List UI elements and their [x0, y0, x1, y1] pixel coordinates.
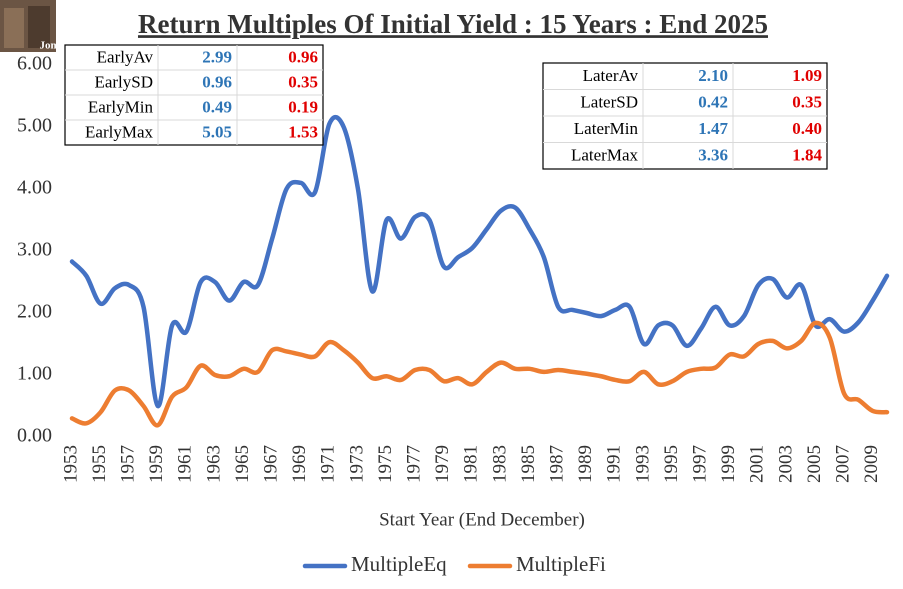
table-value: 0.35 — [288, 72, 318, 91]
x-tick-label: 1973 — [346, 445, 367, 483]
x-tick-label: 1995 — [661, 445, 682, 483]
table-value: 0.42 — [698, 93, 728, 112]
table-value: 5.05 — [202, 122, 232, 141]
x-tick-label: 1987 — [546, 445, 567, 483]
x-tick-label: 1975 — [375, 445, 396, 483]
y-tick-label: 5.00 — [17, 115, 52, 137]
y-tick-label: 6.00 — [17, 53, 52, 75]
table-value: 1.47 — [698, 119, 728, 138]
stats-table: EarlyAv 2.99 0.96 EarlySD 0.96 0.35 EarlyMin 0.… — [64, 44, 324, 146]
x-tick-label: 1969 — [289, 445, 310, 483]
x-tick-label: 1991 — [604, 445, 625, 483]
line-series — [69, 115, 890, 409]
x-tick-label: 1963 — [203, 445, 224, 483]
x-tick-label: 1997 — [689, 445, 710, 483]
y-tick-label: 4.00 — [17, 177, 52, 199]
table-value: 3.36 — [698, 146, 728, 165]
table-value: 2.10 — [698, 66, 728, 85]
table-value: 1.53 — [288, 122, 318, 141]
x-tick-label: 1961 — [175, 445, 196, 483]
x-tick-label: 1983 — [489, 445, 510, 483]
x-tick-label: 1989 — [575, 445, 596, 483]
table-label: LaterAv — [583, 66, 639, 85]
table-value: 0.96 — [288, 47, 318, 66]
table-label: EarlyMin — [88, 97, 154, 116]
y-tick-label: 2.00 — [17, 301, 52, 323]
table-value: 0.19 — [288, 97, 318, 116]
y-tick-label: 1.00 — [17, 363, 52, 385]
legend-label: MultipleEq — [351, 552, 447, 576]
x-tick-label: 2003 — [775, 445, 796, 483]
table-label: LaterMax — [571, 146, 639, 165]
y-tick-label: 0.00 — [17, 425, 52, 447]
table-label: EarlySD — [94, 72, 153, 91]
logo-text: Jon — [39, 40, 56, 52]
x-tick-label: 1953 — [60, 445, 81, 483]
table-value: 0.40 — [792, 119, 822, 138]
x-tick-label: 1985 — [518, 445, 539, 483]
logo-figure — [28, 6, 50, 48]
x-tick-label: 2001 — [747, 445, 768, 483]
x-tick-label: 2009 — [861, 445, 882, 483]
table-label: LaterSD — [580, 93, 638, 112]
x-tick-label: 1959 — [146, 445, 167, 483]
x-tick-label: 1977 — [404, 445, 425, 483]
table-label: EarlyMax — [85, 122, 153, 141]
table-value: 1.09 — [792, 66, 822, 85]
table-label: EarlyAv — [97, 47, 154, 66]
table-label: LaterMin — [574, 119, 639, 138]
x-tick-label: 1979 — [432, 445, 453, 483]
x-tick-label: 1955 — [89, 445, 110, 483]
line-series — [69, 320, 890, 428]
table-value: 0.35 — [792, 93, 822, 112]
x-tick-label: 1999 — [718, 445, 739, 483]
chart-title: Return Multiples Of Initial Yield : 15 Y… — [138, 9, 768, 39]
x-tick-label: 1981 — [461, 445, 482, 483]
x-tick-label: 2007 — [832, 445, 853, 483]
y-tick-label: 3.00 — [17, 239, 52, 261]
legend-label: MultipleFi — [516, 552, 606, 576]
table-value: 1.84 — [792, 146, 822, 165]
x-tick-label: 2005 — [804, 445, 825, 483]
stats-table: LaterAv 2.10 1.09 LaterSD 0.42 0.35 LaterMin 1.… — [542, 62, 828, 170]
logo-figure — [4, 8, 24, 48]
x-tick-label: 1967 — [261, 445, 282, 483]
x-tick-label: 1965 — [232, 445, 253, 483]
table-value: 0.96 — [202, 72, 232, 91]
x-tick-label: 1957 — [118, 445, 139, 483]
x-axis-title: Start Year (End December) — [379, 509, 585, 530]
x-tick-label: 1993 — [632, 445, 653, 483]
table-value: 2.99 — [202, 47, 232, 66]
x-tick-label: 1971 — [318, 445, 339, 483]
table-value: 0.49 — [202, 97, 232, 116]
